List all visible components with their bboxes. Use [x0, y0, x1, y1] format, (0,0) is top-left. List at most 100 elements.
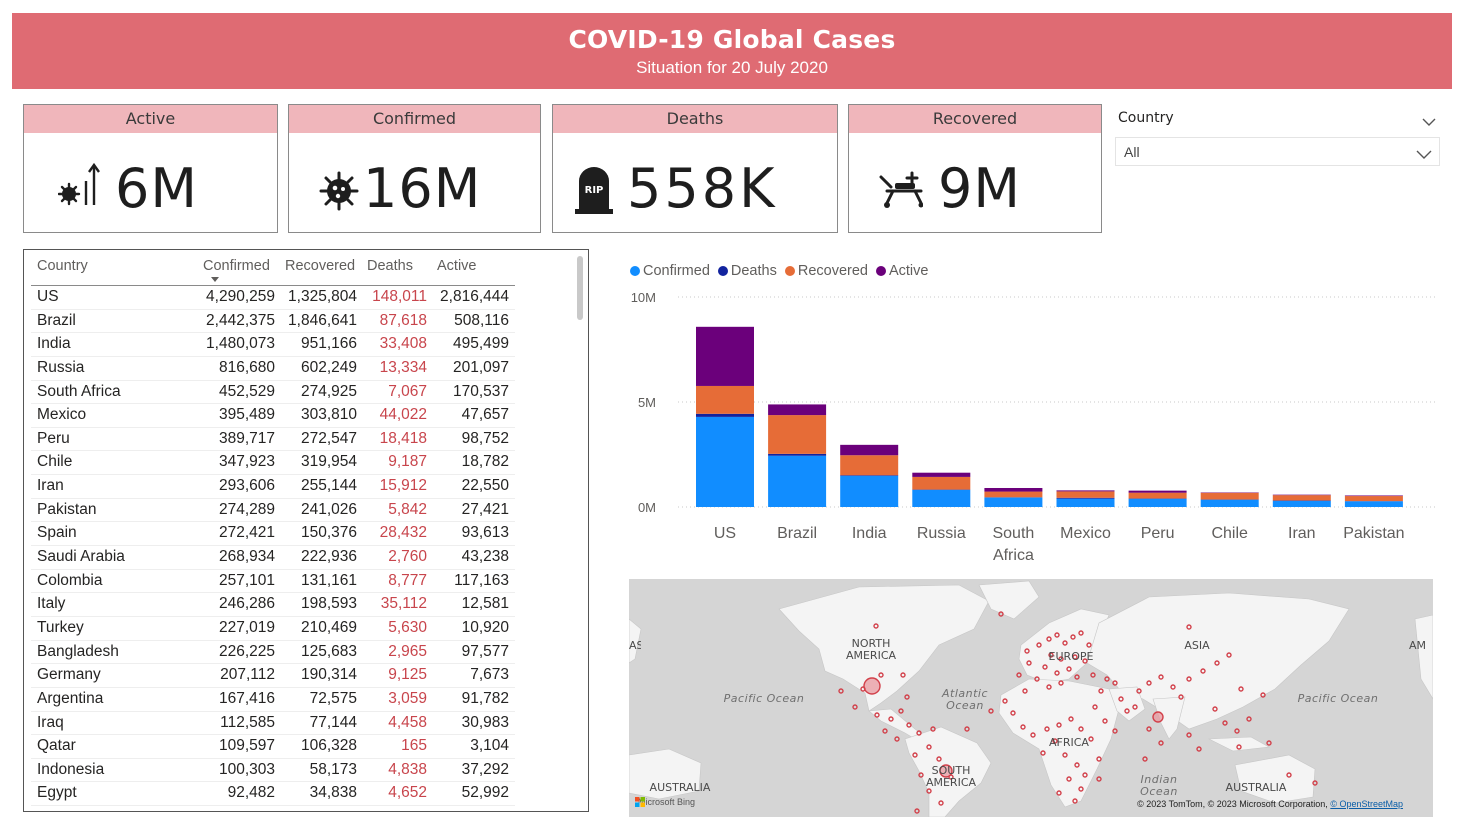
table-row[interactable]: Brazil 2,442,375 1,846,641 87,618 508,116 — [31, 310, 515, 334]
case-bubble[interactable] — [916, 730, 922, 736]
bar-segment-recovered[interactable] — [984, 491, 1043, 498]
case-bubble[interactable] — [964, 726, 970, 732]
case-bubble[interactable] — [1178, 694, 1184, 700]
case-bubble[interactable] — [1074, 674, 1080, 680]
case-bubble[interactable] — [1016, 672, 1022, 678]
case-bubble[interactable] — [1072, 798, 1078, 804]
bar-segment-active[interactable] — [1128, 490, 1187, 493]
case-bubble[interactable] — [1136, 688, 1142, 694]
bar-segment-recovered[interactable] — [1272, 495, 1331, 501]
case-bubble[interactable] — [926, 744, 932, 750]
case-bubble[interactable] — [1246, 716, 1252, 722]
case-bubble[interactable] — [1146, 726, 1152, 732]
table-row[interactable]: Iraq 112,585 77,144 4,458 30,983 — [31, 712, 515, 736]
bar-segment-active[interactable] — [912, 472, 971, 477]
legend-item-confirmed[interactable]: Confirmed — [630, 263, 710, 279]
case-bubble[interactable] — [930, 726, 936, 732]
case-bubble[interactable] — [1214, 660, 1220, 666]
case-bubble[interactable] — [1002, 698, 1008, 704]
openstreetmap-link[interactable]: © OpenStreetMap — [1330, 799, 1403, 809]
bar-segment-deaths[interactable] — [840, 475, 899, 476]
case-bubble[interactable] — [1234, 728, 1240, 734]
case-bubble[interactable] — [914, 808, 920, 814]
table-row[interactable]: Italy 246,286 198,593 35,112 12,581 — [31, 593, 515, 617]
case-bubble[interactable] — [939, 764, 953, 778]
bar-segment-recovered[interactable] — [1344, 496, 1403, 502]
world-map[interactable]: NORTH AMERICA SOUTH AMERICA EUROPE AFRIC… — [629, 579, 1433, 817]
column-header-deaths[interactable]: Deaths — [367, 258, 413, 274]
case-bubble[interactable] — [838, 688, 844, 694]
bar-segment-confirmed[interactable] — [1128, 498, 1187, 507]
bar-segment-recovered[interactable] — [1056, 491, 1115, 498]
case-bubble[interactable] — [894, 736, 900, 742]
case-bubble[interactable] — [1112, 680, 1118, 686]
kpi-card-active[interactable]: Active 6M — [23, 104, 278, 233]
case-bubble[interactable] — [1104, 676, 1110, 682]
column-header-country[interactable]: Country — [37, 258, 88, 274]
case-bubble[interactable] — [1074, 762, 1080, 768]
case-bubble[interactable] — [926, 788, 932, 794]
table-row[interactable]: Pakistan 274,289 241,026 5,842 27,421 — [31, 499, 515, 523]
case-bubble[interactable] — [888, 716, 894, 722]
bar-segment-recovered[interactable] — [912, 476, 971, 490]
case-bubble[interactable] — [1112, 728, 1118, 734]
column-header-recovered[interactable]: Recovered — [285, 258, 356, 274]
case-bubble[interactable] — [1146, 680, 1152, 686]
legend-item-active[interactable]: Active — [875, 263, 928, 279]
bar-segment-active[interactable] — [696, 326, 754, 386]
bar-segment-confirmed[interactable] — [1200, 499, 1259, 507]
case-bubble[interactable] — [898, 708, 904, 714]
case-bubble[interactable] — [1118, 696, 1124, 702]
case-bubble[interactable] — [1040, 750, 1046, 756]
table-row[interactable]: Germany 207,112 190,314 9,125 7,673 — [31, 664, 515, 688]
table-row[interactable]: Mexico 395,489 303,810 44,022 47,657 — [31, 404, 515, 428]
bar-segment-recovered[interactable] — [696, 385, 754, 414]
case-bubble[interactable] — [1078, 786, 1084, 792]
case-bubble[interactable] — [1022, 688, 1028, 694]
case-bubble[interactable] — [1226, 652, 1232, 658]
case-bubble[interactable] — [1046, 636, 1052, 642]
bar-segment-deaths[interactable] — [768, 453, 827, 456]
bar-segment-active[interactable] — [840, 444, 899, 456]
bar-segment-deaths[interactable] — [1056, 497, 1115, 499]
case-bubble[interactable] — [1286, 772, 1292, 778]
table-row[interactable]: Turkey 227,019 210,469 5,630 10,920 — [31, 617, 515, 641]
case-bubble[interactable] — [906, 722, 912, 728]
bar-segment-recovered[interactable] — [1128, 492, 1187, 499]
case-bubble[interactable] — [1092, 704, 1098, 710]
case-bubble[interactable] — [1058, 656, 1064, 662]
case-bubble[interactable] — [882, 728, 888, 734]
bar-segment-active[interactable] — [1056, 490, 1115, 492]
case-bubble[interactable] — [912, 752, 918, 758]
case-bubble[interactable] — [1186, 624, 1192, 630]
table-row[interactable]: Argentina 167,416 72,575 3,059 91,782 — [31, 688, 515, 712]
case-bubble[interactable] — [1186, 732, 1192, 738]
case-bubble[interactable] — [1046, 684, 1052, 690]
table-row[interactable]: Spain 272,421 150,376 28,432 93,613 — [31, 522, 515, 547]
case-bubble[interactable] — [1082, 658, 1088, 664]
case-bubble[interactable] — [878, 672, 884, 678]
table-row[interactable]: Iran 293,606 255,144 15,912 22,550 — [31, 475, 515, 499]
bar-segment-confirmed[interactable] — [840, 475, 899, 507]
case-bubble[interactable] — [1222, 720, 1228, 726]
case-bubble[interactable] — [1090, 672, 1096, 678]
case-bubble[interactable] — [1170, 684, 1176, 690]
case-bubble[interactable] — [1312, 780, 1318, 786]
case-bubble[interactable] — [1056, 722, 1062, 728]
case-bubble[interactable] — [1078, 726, 1084, 732]
case-bubble[interactable] — [1066, 666, 1072, 672]
case-bubble[interactable] — [1078, 630, 1084, 636]
case-bubble[interactable] — [900, 672, 906, 678]
case-bubble[interactable] — [918, 772, 924, 778]
case-bubble[interactable] — [1034, 676, 1040, 682]
case-bubble[interactable] — [938, 800, 944, 806]
bar-segment-confirmed[interactable] — [912, 489, 971, 507]
case-bubble[interactable] — [1062, 640, 1068, 646]
column-header-active[interactable]: Active — [437, 258, 477, 274]
case-bubble[interactable] — [1010, 710, 1016, 716]
case-bubble[interactable] — [1102, 718, 1108, 724]
case-bubble[interactable] — [1200, 668, 1206, 674]
case-bubble[interactable] — [1132, 704, 1138, 710]
table-row[interactable]: Saudi Arabia 268,934 222,936 2,760 43,238 — [31, 546, 515, 570]
case-bubble[interactable] — [852, 704, 858, 710]
